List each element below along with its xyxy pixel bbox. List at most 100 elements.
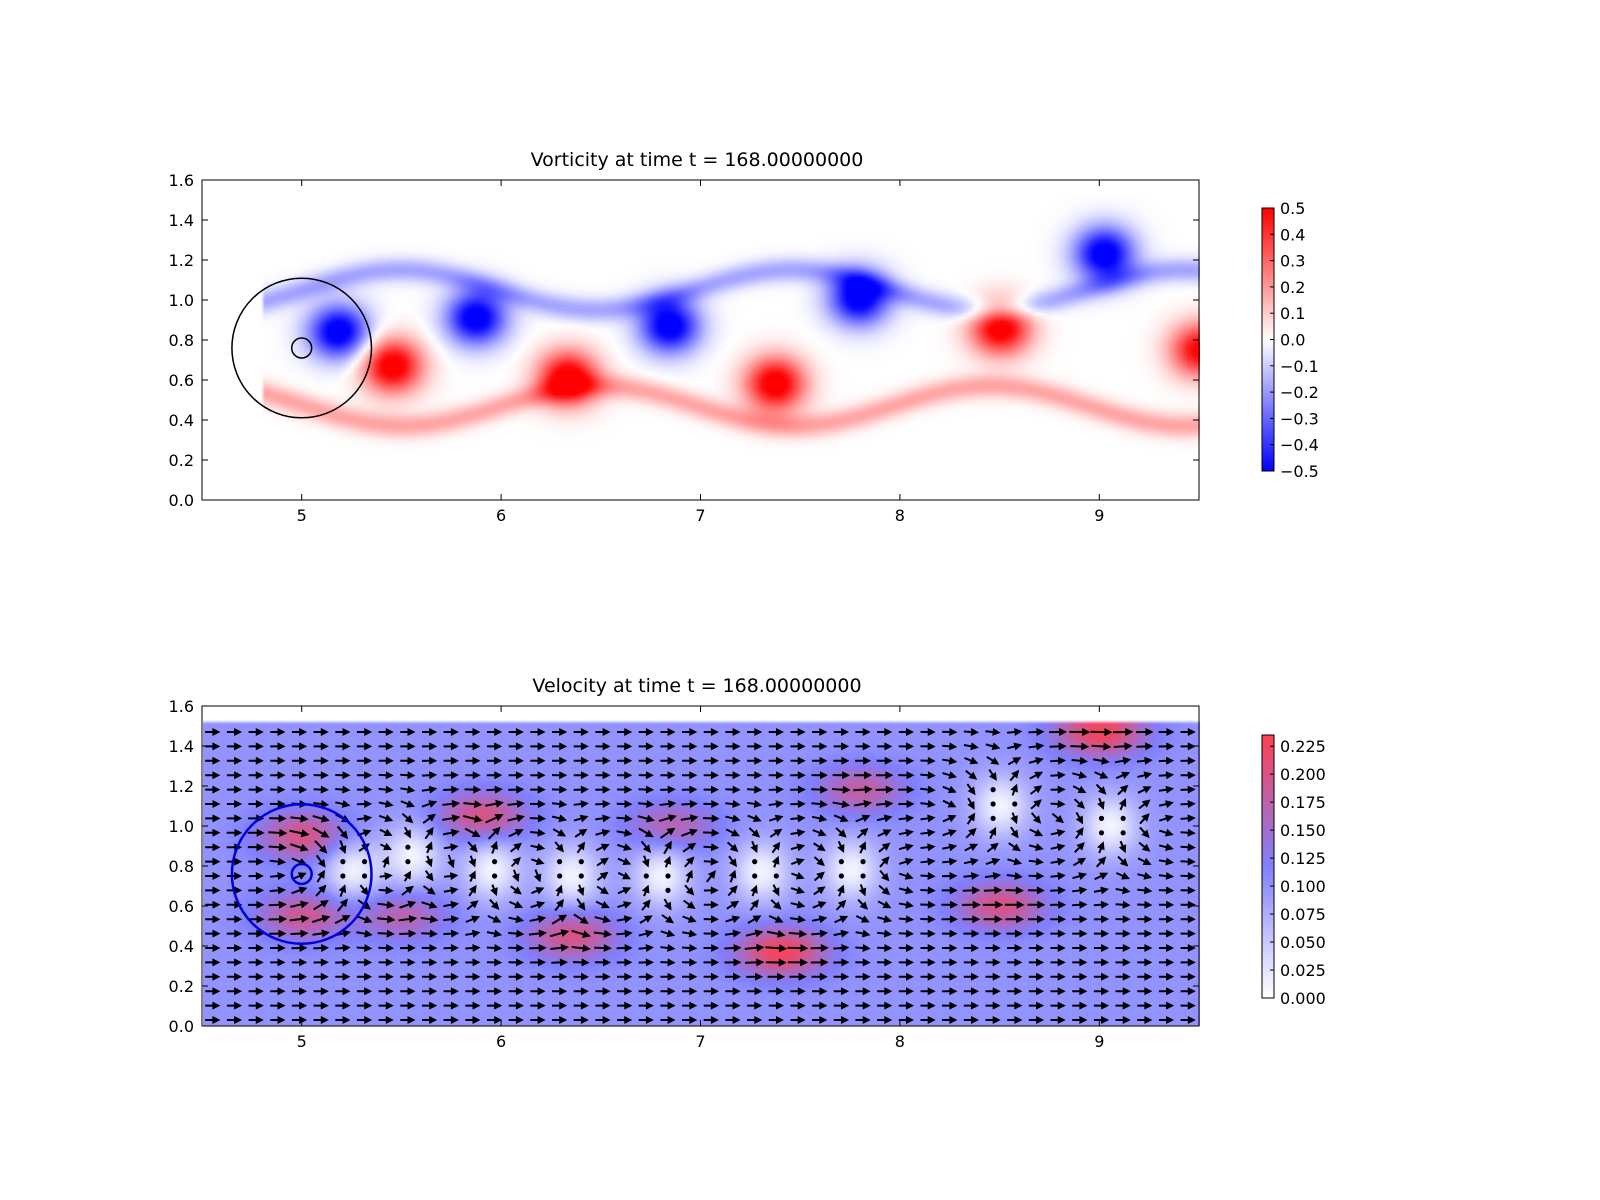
quiver-arrow — [555, 884, 563, 897]
x-tick-label: 9 — [1094, 506, 1104, 525]
quiver-arrow — [400, 756, 416, 765]
y-tick-label: 1.4 — [169, 737, 194, 756]
quiver-arrow — [660, 756, 676, 765]
quiver-arrow — [1050, 972, 1066, 981]
quiver-arrow — [964, 756, 979, 765]
quiver-arrow — [833, 958, 850, 967]
quiver-arrow — [573, 756, 589, 765]
quiver-arrow — [1028, 929, 1045, 938]
quiver-arrow — [726, 841, 739, 853]
quiver-arrow — [205, 742, 221, 751]
y-tick-label: 0.6 — [169, 371, 194, 390]
quiver-arrow — [422, 1016, 438, 1024]
quiver-arrow — [356, 771, 373, 780]
quiver-arrow — [1158, 944, 1175, 952]
quiver-arrow — [725, 1001, 741, 1010]
quiver-arrow — [356, 814, 373, 823]
quiver-arrow — [812, 1001, 828, 1010]
quiver-arrow — [857, 827, 869, 839]
quiver-arrow — [682, 842, 697, 853]
quiver-arrow — [637, 814, 655, 823]
quiver-arrow — [378, 1016, 394, 1024]
quiver-arrow — [768, 814, 784, 823]
quiver-arrow — [312, 827, 330, 838]
quiver-arrow — [528, 929, 547, 938]
quiver-arrow — [530, 987, 546, 996]
quiver-arrow — [658, 814, 677, 822]
x-tick-label: 9 — [1094, 1032, 1104, 1051]
quiver-arrow — [765, 958, 787, 967]
vorticity-panel: Vorticity at time t = 168.00000000 5 6 7 8 9… — [169, 149, 1319, 525]
quiver-arrow — [399, 929, 417, 938]
quiver-arrow — [1008, 842, 1021, 852]
velocity-colorbar: 0.225 0.200 0.175 0.150 0.125 0.100 0.075 0.050… — [1261, 734, 1326, 1008]
quiver-arrow — [898, 742, 914, 751]
quiver-arrow — [226, 915, 243, 924]
quiver-arrow — [485, 814, 504, 824]
quiver-arrow — [487, 826, 501, 840]
quiver-arrow — [855, 728, 871, 736]
quiver-arrow — [291, 972, 308, 981]
quiver-arrow — [638, 972, 654, 981]
quiver-arrow — [316, 869, 325, 883]
quiver-arrow — [942, 785, 957, 794]
quiver-arrow — [660, 771, 676, 780]
quiver-arrow — [898, 929, 914, 938]
velocity-y-ticks: 0.0 0.2 0.4 0.6 0.8 1.0 1.2 1.4 1.6 — [169, 697, 1199, 1036]
quiver-arrow — [269, 944, 286, 952]
quiver-arrow — [983, 886, 1003, 895]
quiver-arrow — [853, 799, 872, 808]
quiver-arrow — [1091, 742, 1112, 751]
y-tick-label: 1.6 — [169, 697, 194, 716]
x-tick-label: 6 — [496, 506, 506, 525]
quiver-arrow — [1097, 797, 1105, 810]
quiver-arrow — [379, 828, 393, 836]
quiver-arrow — [510, 885, 522, 895]
y-tick-label: 0.2 — [169, 451, 194, 470]
quiver-arrow — [790, 915, 806, 924]
quiver-arrow — [465, 987, 481, 996]
quiver-arrow — [311, 914, 331, 923]
quiver-dot — [340, 873, 346, 879]
quiver-arrow — [942, 958, 958, 967]
quiver-arrow — [1115, 972, 1131, 981]
quiver-arrow — [967, 797, 975, 810]
quiver-arrow — [942, 728, 958, 736]
colorbar-tick-label: 0.100 — [1280, 877, 1326, 896]
quiver-arrow — [533, 869, 542, 883]
quiver-arrow — [985, 944, 1001, 952]
colorbar-strip — [1261, 734, 1275, 999]
quiver-arrow — [270, 1016, 286, 1024]
quiver-arrow — [1028, 987, 1045, 996]
quiver-arrow — [745, 958, 765, 967]
quiver-arrow — [1115, 771, 1131, 780]
quiver-arrow — [381, 855, 390, 868]
quiver-arrow — [1050, 771, 1066, 780]
quiver-arrow — [790, 800, 806, 808]
quiver-arrow — [465, 915, 480, 924]
quiver-arrow — [920, 785, 936, 794]
quiver-arrow — [920, 800, 936, 808]
quiver-arrow — [490, 840, 498, 854]
quiver-arrow — [660, 987, 676, 996]
quiver-arrow — [833, 814, 849, 823]
quiver-arrow — [1028, 1016, 1045, 1024]
quiver-arrow — [876, 800, 894, 808]
quiver-arrow — [490, 884, 498, 897]
quiver-arrow — [1180, 828, 1196, 837]
quiver-arrow — [1115, 900, 1131, 909]
quiver-arrow — [380, 842, 392, 851]
quiver-arrow — [1138, 841, 1151, 852]
quiver-dot — [491, 859, 498, 865]
quiver-arrow — [1050, 987, 1066, 996]
quiver-arrow — [1093, 886, 1109, 895]
quiver-arrow — [550, 943, 570, 952]
colorbar-tick-label: 0.175 — [1280, 793, 1326, 812]
quiver-arrow — [986, 756, 1000, 765]
quiver-arrow — [1072, 958, 1088, 967]
quiver-arrow — [1028, 1001, 1045, 1010]
quiver-arrow — [1093, 929, 1110, 938]
colorbar-tick-label: −0.2 — [1280, 383, 1319, 402]
velocity-x-ticks: 5 6 7 8 9 — [297, 706, 1104, 1051]
quiver-arrow — [1028, 886, 1045, 895]
